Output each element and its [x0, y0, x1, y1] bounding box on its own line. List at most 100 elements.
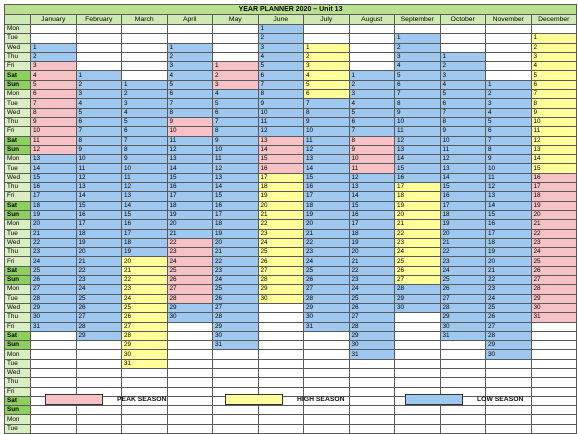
day-cell: 1	[30, 42, 77, 53]
weekday-label: Fri	[4, 256, 31, 267]
day-cell: 20	[348, 247, 395, 258]
empty-cell	[485, 51, 532, 63]
day-cell: 9	[439, 126, 486, 137]
day-cell: 5	[439, 89, 486, 100]
empty-cell	[485, 33, 532, 44]
empty-cell	[530, 377, 578, 388]
empty-cell	[212, 51, 259, 63]
day-cell: 31	[439, 330, 486, 342]
day-cell: 28	[485, 330, 532, 342]
day-cell: 30	[257, 293, 304, 304]
day-cell: 26	[121, 312, 168, 323]
weekday-label: Mon	[4, 284, 31, 295]
day-cell: 10	[257, 107, 304, 118]
empty-cell	[439, 358, 486, 370]
day-cell: 19	[394, 200, 441, 211]
day-cell: 3	[121, 98, 168, 109]
day-row: Mon 30 31 30	[4, 349, 578, 360]
weekday-label: Sat	[4, 265, 31, 277]
day-cell: 19	[303, 209, 350, 221]
legend-high-label: HIGH SEASON	[297, 396, 345, 403]
day-cell: 14	[485, 200, 532, 211]
day-cell: 19	[166, 209, 213, 221]
day-cell: 3	[212, 79, 259, 91]
day-cell: 7	[212, 116, 259, 128]
empty-cell	[530, 358, 578, 370]
weekday-label: Sat	[4, 330, 31, 342]
month-header-october: October	[439, 14, 486, 25]
day-cell: 25	[530, 256, 578, 267]
weekday-label: Fri	[4, 191, 31, 202]
empty-cell	[530, 321, 578, 332]
day-cell: 31	[212, 340, 259, 351]
day-row: Mon 1	[4, 23, 578, 35]
weekday-label: Thu	[4, 116, 31, 128]
day-cell: 23	[485, 284, 532, 295]
day-row: Tue 31	[4, 358, 578, 370]
day-cell: 24	[257, 237, 304, 249]
day-cell: 7	[530, 89, 578, 100]
day-cell: 1	[439, 51, 486, 63]
day-cell: 14	[121, 200, 168, 211]
day-cell: 5	[303, 79, 350, 91]
day-cell: 29	[75, 330, 122, 342]
day-cell: 2	[30, 51, 77, 63]
day-cell: 3	[530, 51, 578, 63]
day-cell: 18	[121, 237, 168, 249]
day-cell: 4	[439, 79, 486, 91]
empty-cell	[348, 414, 395, 425]
day-cell: 15	[394, 163, 441, 174]
day-cell: 21	[348, 256, 395, 267]
day-cell: 13	[257, 135, 304, 146]
day-cell: 31	[121, 358, 168, 370]
day-cell: 28	[348, 321, 395, 332]
empty-cell	[257, 423, 304, 434]
empty-cell	[485, 61, 532, 72]
day-cell: 14	[75, 191, 122, 202]
empty-cell	[303, 33, 350, 44]
empty-cell	[166, 367, 213, 379]
empty-cell	[348, 42, 395, 53]
weekday-label: Mon	[4, 89, 31, 100]
day-cell: 18	[485, 237, 532, 249]
day-cell: 24	[394, 247, 441, 258]
day-cell: 6	[166, 89, 213, 100]
day-cell: 1	[212, 61, 259, 72]
day-cell: 5	[121, 116, 168, 128]
empty-cell	[348, 33, 395, 44]
day-cell: 27	[257, 265, 304, 277]
day-cell: 16	[166, 182, 213, 193]
day-cell: 6	[75, 116, 122, 128]
day-cell: 20	[303, 219, 350, 230]
day-cell: 5	[212, 98, 259, 109]
day-cell: 28	[394, 284, 441, 295]
legend-peak-label: PEAK SEASON	[117, 396, 167, 403]
day-cell: 3	[439, 70, 486, 81]
empty-cell	[166, 358, 213, 370]
day-cell: 10	[394, 116, 441, 128]
day-cell: 16	[75, 209, 122, 221]
day-row: Fri 17 14 13 17 15 19 17 14 18 16 13 18	[4, 191, 578, 202]
day-cell: 12	[303, 144, 350, 156]
day-cell: 1	[121, 79, 168, 91]
planner-title: YEAR PLANNER 2020 – Unit 13	[3, 4, 578, 15]
weekday-label: Thu	[4, 247, 31, 258]
day-row: Fri 10 7 6 10 8 12 10 7 11 9 6 11	[4, 126, 578, 137]
weekday-label: Thu	[4, 51, 31, 63]
day-cell: 24	[30, 256, 77, 267]
day-row: Sun 5 2 1 5 3 7 5 2 6 4 1 6	[4, 79, 578, 91]
day-row: Thu 30 27 26 30 28 30 27 29 26 31	[4, 312, 578, 323]
day-cell: 21	[257, 209, 304, 221]
empty-cell	[485, 42, 532, 53]
day-cell: 16	[439, 191, 486, 202]
empty-cell	[30, 23, 77, 35]
day-cell: 26	[348, 302, 395, 314]
day-cell: 13	[485, 191, 532, 202]
weekday-label: Wed	[4, 237, 31, 249]
day-cell: 13	[30, 154, 77, 165]
empty-cell	[257, 302, 304, 314]
day-cell: 11	[212, 154, 259, 165]
day-cell: 13	[439, 163, 486, 174]
day-cell: 17	[166, 191, 213, 202]
day-cell: 21	[212, 247, 259, 258]
